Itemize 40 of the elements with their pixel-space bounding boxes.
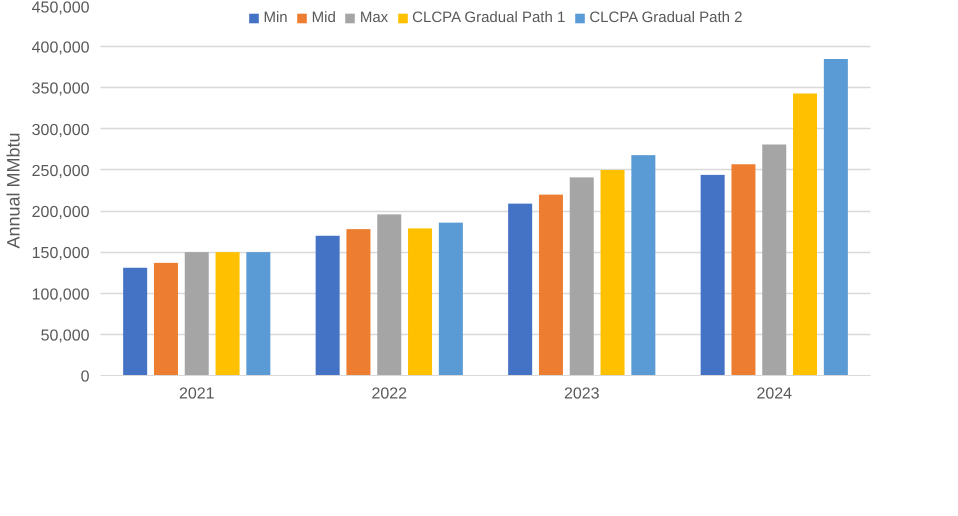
bar — [700, 174, 725, 376]
x-tick-label: 2022 — [371, 386, 408, 402]
bar — [793, 93, 818, 376]
y-tick-label: 300,000 — [32, 122, 90, 139]
legend-label: Mid — [312, 9, 336, 26]
x-tick-label: 2023 — [564, 386, 600, 402]
y-tick-label: 150,000 — [32, 245, 90, 262]
legend-label: Min — [263, 9, 288, 26]
bar — [184, 252, 209, 376]
bar — [762, 144, 786, 376]
bar — [731, 164, 756, 376]
y-tick-label: 200,000 — [32, 204, 90, 222]
y-tick-label: 0 — [80, 368, 90, 386]
x-tick-label: 2021 — [178, 386, 215, 402]
y-tick-label: 100,000 — [32, 286, 90, 304]
bar — [600, 170, 625, 376]
bar — [377, 214, 402, 376]
bar — [508, 204, 532, 376]
legend-label: CLCPA Gradual Path 2 — [589, 9, 742, 26]
bar — [316, 236, 340, 376]
y-tick-label: 50,000 — [40, 327, 90, 344]
legend-label: Max — [360, 9, 388, 26]
bar — [824, 58, 848, 376]
bar — [631, 155, 656, 376]
y-tick-label: 350,000 — [32, 80, 90, 98]
y-tick-label: 400,000 — [32, 40, 90, 57]
bar — [538, 194, 563, 376]
bar — [123, 268, 148, 376]
x-tick-label: 2024 — [756, 386, 792, 402]
bar — [570, 177, 594, 376]
y-tick-label: 250,000 — [32, 162, 90, 180]
bar — [216, 252, 240, 376]
bar — [438, 222, 463, 376]
legend-label: CLCPA Gradual Path 1 — [412, 9, 566, 26]
y-axis-title: Annual MMbtu — [4, 132, 24, 249]
bar — [154, 262, 178, 376]
bar — [246, 252, 270, 376]
bar — [408, 228, 432, 376]
bar — [346, 229, 370, 376]
y-tick-label: 450,000 — [32, 0, 90, 16]
